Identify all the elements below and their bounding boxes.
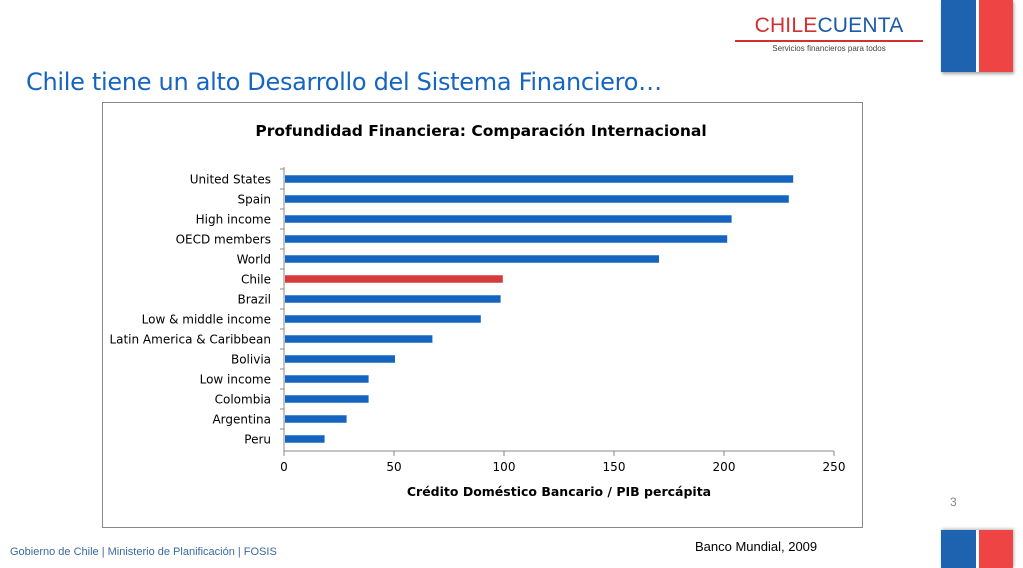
bar-brazil bbox=[285, 295, 501, 303]
category-label-peru: Peru bbox=[244, 433, 271, 447]
page-number: 3 bbox=[950, 495, 957, 509]
category-label-high-income: High income bbox=[196, 213, 271, 227]
logo-tagline: Servicios financieros para todos bbox=[772, 44, 886, 53]
logo-cuenta-text: CUENTA bbox=[817, 14, 904, 37]
x-tick-label-50: 50 bbox=[386, 460, 401, 474]
flag-red-stripe-bottom bbox=[978, 530, 1013, 568]
category-label-chile: Chile bbox=[241, 273, 271, 287]
bar-oecd-members bbox=[285, 235, 728, 243]
category-label-colombia: Colombia bbox=[215, 393, 271, 407]
category-label-latin-america-caribbean: Latin America & Caribbean bbox=[109, 333, 271, 347]
bar-bolivia bbox=[285, 355, 395, 363]
bar-latin-america-caribbean bbox=[285, 335, 433, 343]
x-axis-label: Crédito Doméstico Bancario / PIB percápi… bbox=[407, 484, 711, 499]
x-tick-label-150: 150 bbox=[603, 460, 626, 474]
bar-world bbox=[285, 255, 659, 263]
x-tick-label-250: 250 bbox=[823, 460, 846, 474]
category-label-world: World bbox=[237, 253, 271, 267]
bar-chile bbox=[285, 275, 503, 283]
bar-chart: Profundidad Financiera: Comparación Inte… bbox=[109, 122, 845, 499]
category-labels: United States Spain High income OECD member… bbox=[109, 173, 271, 447]
x-axis-ticks: 0 50 100 150 200 250 bbox=[280, 451, 845, 474]
chart-title: Profundidad Financiera: Comparación Inte… bbox=[255, 122, 706, 140]
category-label-brazil: Brazil bbox=[238, 293, 272, 307]
x-tick-label-100: 100 bbox=[493, 460, 516, 474]
bar-argentina bbox=[285, 415, 347, 423]
flag-blue-stripe-bottom bbox=[941, 530, 979, 568]
bar-low-income bbox=[285, 375, 369, 383]
bar-high-income bbox=[285, 215, 732, 223]
category-label-oecd-members: OECD members bbox=[176, 233, 271, 247]
flag-decoration-bottom bbox=[941, 530, 1013, 568]
category-label-low-income: Low income bbox=[200, 373, 271, 387]
flag-blue-stripe bbox=[941, 0, 979, 72]
category-label-bolivia: Bolivia bbox=[231, 353, 271, 367]
flag-red-stripe bbox=[978, 0, 1013, 72]
category-label-low-middle-income: Low & middle income bbox=[142, 313, 271, 327]
category-label-argentina: Argentina bbox=[212, 413, 271, 427]
x-tick-label-200: 200 bbox=[713, 460, 736, 474]
chart-frame: Profundidad Financiera: Comparación Inte… bbox=[102, 102, 863, 528]
logo-underline bbox=[735, 40, 923, 42]
x-tick-label-0: 0 bbox=[280, 460, 288, 474]
slide-title: Chile tiene un alto Desarrollo del Siste… bbox=[26, 68, 662, 96]
chilecuenta-logo: CHILECUENTA Servicios financieros para t… bbox=[735, 14, 923, 53]
category-label-united-states: United States bbox=[190, 173, 271, 187]
source-note: Banco Mundial, 2009 bbox=[695, 539, 818, 554]
logo-wordmark: CHILECUENTA bbox=[735, 14, 923, 38]
bar-united-states bbox=[285, 175, 794, 183]
bar-low-middle-income bbox=[285, 315, 481, 323]
bar-peru bbox=[285, 435, 325, 443]
bars-group bbox=[280, 168, 794, 443]
bar-colombia bbox=[285, 395, 369, 403]
category-label-spain: Spain bbox=[237, 193, 271, 207]
footer-text: Gobierno de Chile | Ministerio de Planif… bbox=[10, 546, 277, 558]
bar-spain bbox=[285, 195, 789, 203]
logo-chile-text: CHILE bbox=[754, 14, 818, 37]
flag-decoration-top bbox=[941, 0, 1013, 72]
